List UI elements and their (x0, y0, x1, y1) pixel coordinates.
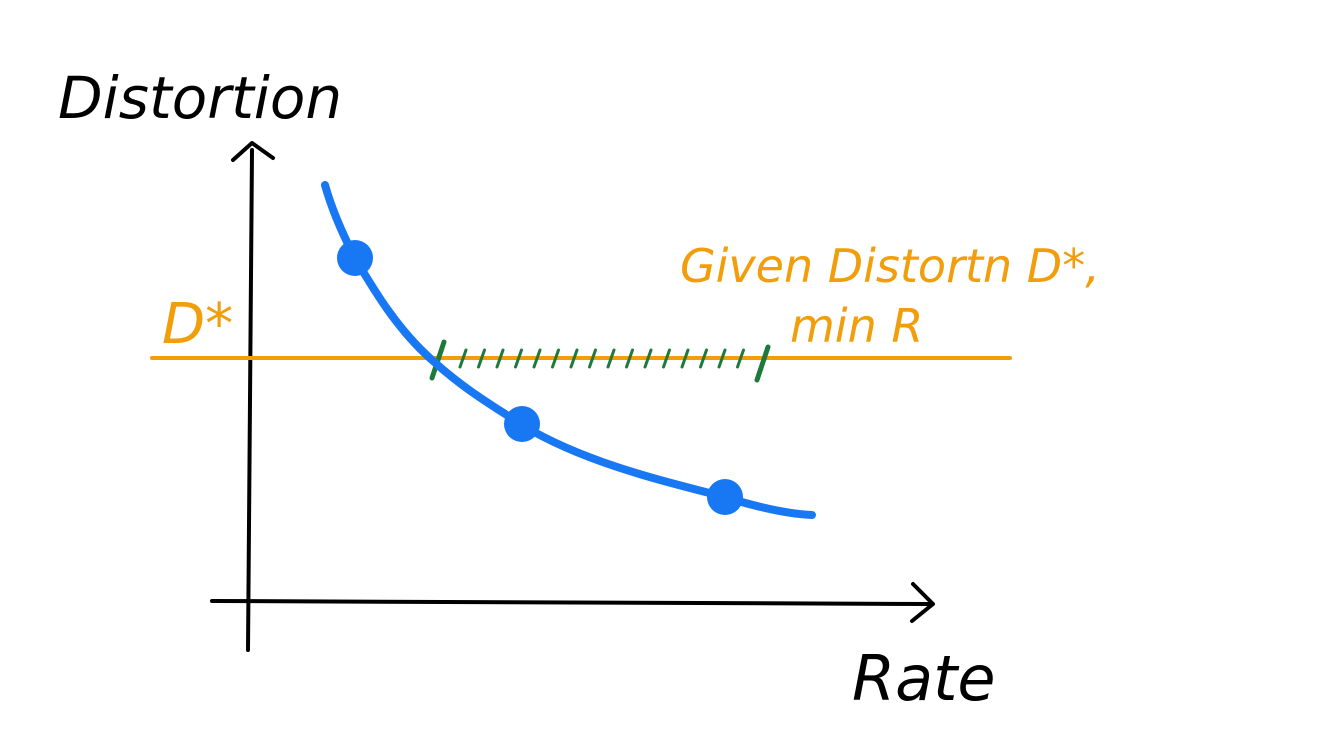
curve-points (337, 240, 743, 515)
y-axis-line (246, 148, 254, 652)
hatch-mark (588, 348, 597, 369)
curve-point (337, 240, 373, 276)
hatch-mark (680, 348, 690, 369)
hatch-mark (551, 348, 560, 369)
hatch-mark (736, 348, 745, 369)
hatch-mark (495, 348, 505, 369)
y-axis-arrowhead (231, 141, 275, 162)
hatch-mark (606, 348, 616, 369)
hatch-mark (717, 348, 727, 369)
curve-point (504, 406, 540, 442)
hatch-mark (477, 348, 486, 369)
feasible-region-end-tick (754, 344, 771, 383)
annotation-line2: min R (790, 299, 923, 353)
hatch-mark (625, 348, 634, 369)
annotation-line1: Given Distortn D*, (680, 239, 1100, 293)
hatch-mark (532, 348, 542, 369)
x-axis (210, 582, 935, 623)
hatch-mark (699, 348, 708, 369)
x-axis-arrowhead (910, 582, 935, 623)
threshold-label: D* (162, 292, 233, 357)
hatch-mark (458, 348, 468, 369)
x-axis-line (210, 599, 932, 606)
hatch-mark (514, 348, 523, 369)
rate-distortion-curve (321, 181, 816, 519)
hatch-mark (662, 348, 671, 369)
feasible-region-hatches (458, 348, 745, 369)
hatch-mark (569, 348, 579, 369)
curve-point (707, 479, 743, 515)
x-axis-label: Rate (852, 642, 996, 715)
y-axis-label: Distortion (58, 64, 342, 132)
hatch-mark (643, 348, 653, 369)
y-axis (231, 141, 275, 652)
feasible-region-start-tick (429, 339, 447, 381)
feasible-region (429, 339, 771, 383)
